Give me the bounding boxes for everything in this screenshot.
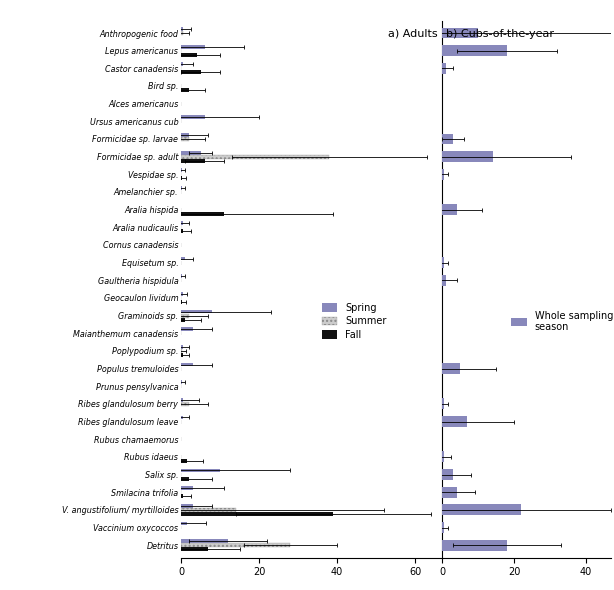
Bar <box>181 543 290 547</box>
Bar <box>442 63 446 74</box>
Bar <box>442 28 478 38</box>
Bar <box>442 257 444 268</box>
Bar <box>181 31 183 35</box>
Bar <box>181 27 183 31</box>
Bar <box>442 451 444 463</box>
Bar <box>181 398 183 402</box>
Bar <box>181 522 187 526</box>
Bar <box>181 459 187 463</box>
Bar <box>181 292 183 296</box>
Bar <box>181 310 212 313</box>
Bar <box>181 345 183 349</box>
Bar <box>181 159 204 163</box>
Bar <box>181 314 189 317</box>
Bar <box>442 504 521 515</box>
Bar <box>181 45 204 48</box>
Bar <box>181 212 224 215</box>
Bar <box>181 504 193 508</box>
Bar <box>181 155 329 159</box>
Legend: Spring, Summer, Fall: Spring, Summer, Fall <box>322 303 387 340</box>
Bar <box>181 548 208 551</box>
Bar <box>181 88 189 92</box>
Bar <box>442 133 453 145</box>
Bar <box>181 508 236 512</box>
Bar <box>181 137 189 141</box>
Bar <box>181 380 182 384</box>
Bar <box>181 512 333 516</box>
Bar <box>181 63 183 66</box>
Bar <box>181 70 201 74</box>
Bar <box>442 469 453 480</box>
Bar <box>442 204 457 215</box>
Bar <box>181 274 182 278</box>
Bar <box>181 221 183 225</box>
Bar <box>442 522 444 533</box>
Bar <box>181 486 193 490</box>
Bar <box>442 416 467 427</box>
Bar <box>442 398 444 409</box>
Bar <box>181 349 182 353</box>
Bar <box>181 230 183 233</box>
Bar <box>181 300 182 304</box>
Bar <box>181 477 189 480</box>
Bar <box>442 151 492 162</box>
Bar <box>181 176 182 181</box>
Bar <box>442 363 460 374</box>
Bar <box>181 353 183 357</box>
Bar <box>181 53 196 57</box>
Bar <box>442 540 507 550</box>
Bar <box>181 168 182 172</box>
Bar <box>181 150 201 155</box>
Bar <box>181 317 185 322</box>
Text: a) Adults: a) Adults <box>387 29 437 39</box>
Bar <box>181 494 183 498</box>
Bar <box>181 402 189 406</box>
Bar <box>181 363 193 366</box>
Bar <box>181 186 182 190</box>
Legend: Whole sampling
season: Whole sampling season <box>511 310 613 332</box>
Bar <box>181 133 189 137</box>
Bar <box>442 275 446 286</box>
Bar <box>181 415 183 419</box>
Bar <box>442 487 457 497</box>
Bar <box>181 257 185 261</box>
Bar <box>181 468 220 473</box>
Bar <box>181 327 193 331</box>
Bar <box>181 115 204 119</box>
Text: b) Cubs-of-the-year: b) Cubs-of-the-year <box>446 29 554 39</box>
Bar <box>181 539 228 543</box>
Bar <box>442 45 507 56</box>
Bar <box>442 169 444 180</box>
